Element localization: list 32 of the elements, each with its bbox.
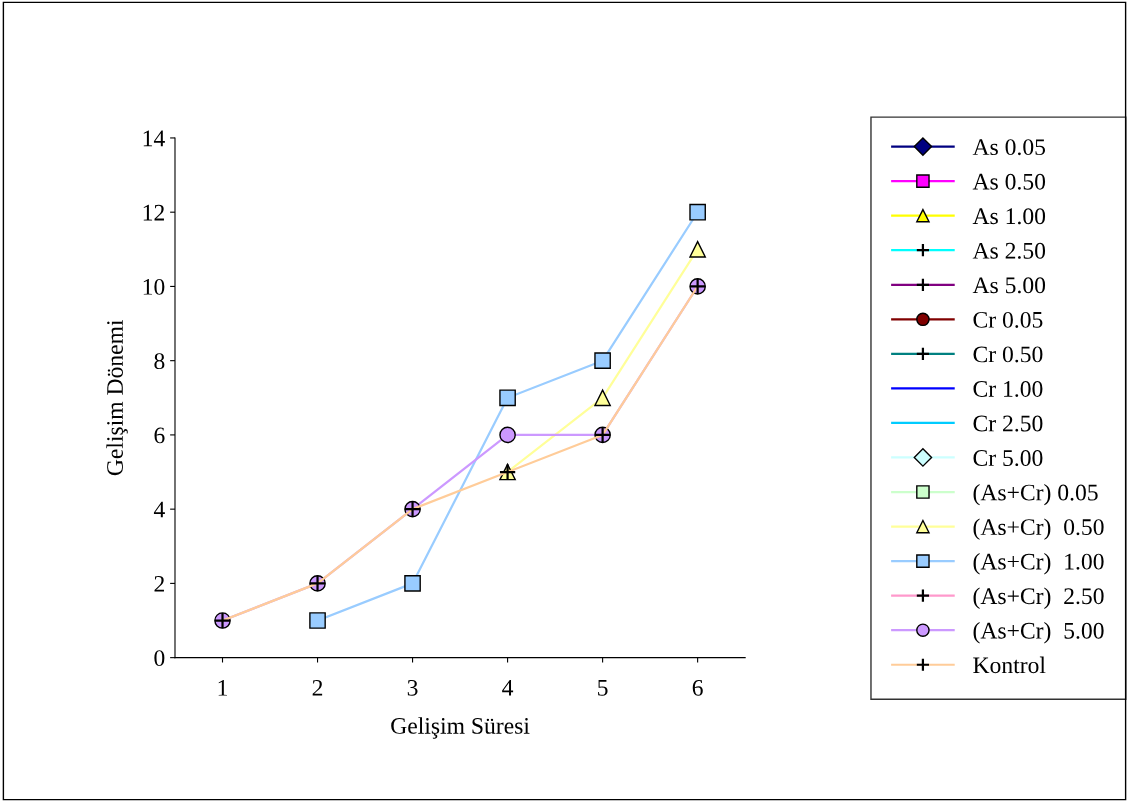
legend-label: Cr 0.50 — [973, 346, 1043, 363]
legend-label: Cr 1.00 — [973, 380, 1043, 397]
legend-label: As 1.00 — [972, 208, 1046, 225]
legend-label: Cr 0.05 — [973, 311, 1043, 328]
y-tick-label: 12 — [143, 204, 164, 221]
y-tick-label: 2 — [154, 575, 164, 592]
y-tick-label: 6 — [154, 427, 165, 444]
legend-label: (As+Cr) 2.50 — [973, 587, 1104, 609]
y-tick-label: 0 — [154, 650, 165, 667]
y-axis-title: Gelişim Dönemi — [106, 319, 128, 476]
x-tick-label: 5 — [598, 680, 608, 696]
legend-label: As 0.50 — [972, 173, 1046, 190]
x-axis-title: Gelişim Süresi — [391, 717, 530, 739]
legend-label: As 2.50 — [972, 242, 1046, 259]
legend-label: (As+Cr) 5.00 — [973, 622, 1104, 644]
y-tick-label: 10 — [143, 278, 165, 295]
legend-label: As 5.00 — [972, 277, 1046, 294]
legend-label: Kontrol — [973, 656, 1046, 674]
y-tick-label: 8 — [154, 353, 165, 370]
x-tick-label: 2 — [312, 679, 323, 696]
y-tick-label: 4 — [153, 501, 165, 518]
legend-label: Cr 2.50 — [973, 415, 1043, 432]
x-tick-label: 3 — [407, 679, 418, 696]
x-tick-label: 4 — [502, 680, 514, 696]
legend-label: As 0.05 — [972, 139, 1046, 156]
y-tick-label: 14 — [143, 130, 165, 147]
legend-label: (As+Cr) 0.50 — [973, 518, 1104, 540]
legend-label: Cr 5.00 — [973, 450, 1043, 467]
legend-label: (As+Cr) 1.00 — [973, 552, 1104, 575]
legend-label: (As+Cr) 0.05 — [973, 483, 1098, 506]
x-tick-label: 1 — [218, 679, 227, 696]
x-tick-label: 6 — [692, 679, 703, 696]
